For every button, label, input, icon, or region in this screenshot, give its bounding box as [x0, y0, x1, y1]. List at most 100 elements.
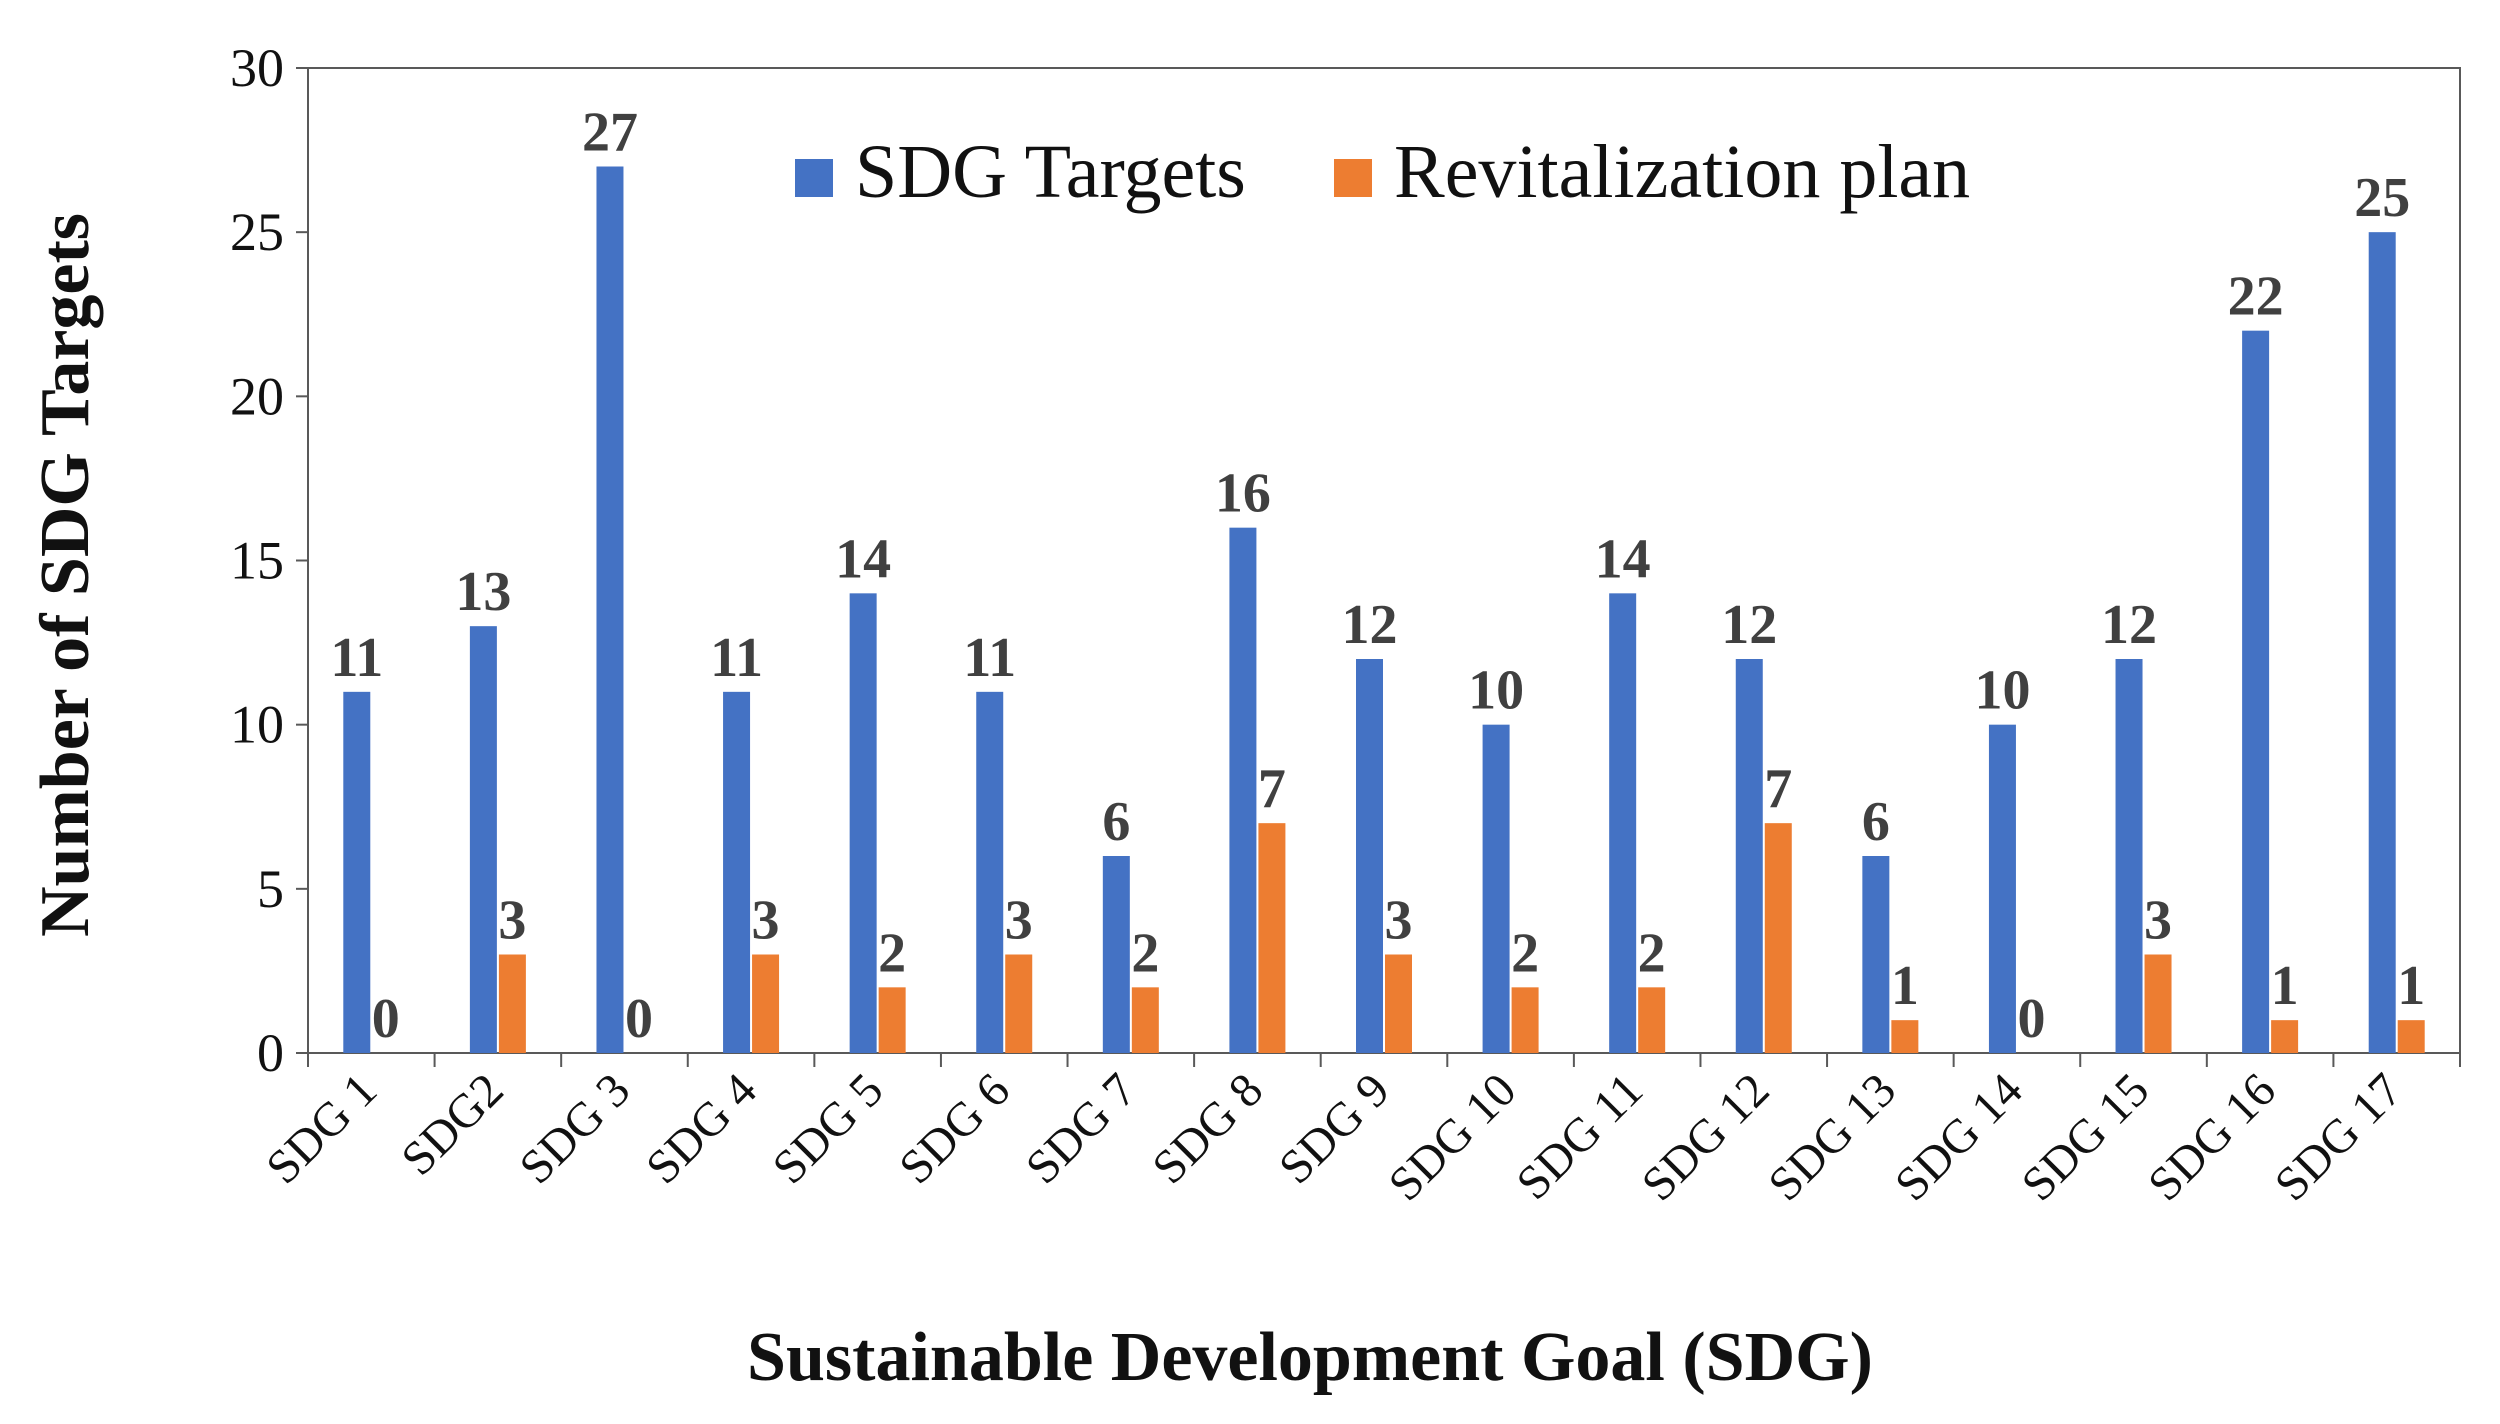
revitalization-value-label: 3	[498, 890, 526, 952]
x-tick-label: SDG2	[391, 1063, 513, 1185]
x-tick-label: SDG 17	[2265, 1063, 2413, 1211]
revitalization-value-label: 1	[1891, 955, 1919, 1017]
revitalization-value-label: 0	[372, 988, 400, 1050]
sdg-targets-value-label: 6	[1102, 791, 1130, 853]
sdg-targets-value-label: 16	[1215, 463, 1271, 525]
revitalization-bar	[878, 987, 906, 1053]
sdg-targets-value-label: 14	[1595, 528, 1651, 590]
x-axis-title: Sustainable Development Goal (SDG)	[747, 1319, 1873, 1396]
sdg-targets-bar	[469, 626, 497, 1053]
legend-swatch	[1334, 159, 1372, 197]
revitalization-value-label: 3	[2144, 890, 2172, 952]
revitalization-value-label: 3	[1385, 890, 1413, 952]
sdg-targets-value-label: 6	[1862, 791, 1890, 853]
revitalization-bar	[1258, 823, 1286, 1053]
x-tick-label: SDG 6	[889, 1063, 1020, 1194]
revitalization-value-label: 2	[1638, 922, 1666, 984]
revitalization-bar	[498, 954, 526, 1053]
revitalization-bar	[1638, 987, 1666, 1053]
revitalization-value-label: 1	[2271, 955, 2299, 1017]
revitalization-value-label: 2	[1131, 922, 1159, 984]
sdg-targets-bar	[1609, 593, 1637, 1053]
revitalization-bar	[1385, 954, 1412, 1053]
x-tick-label: SDG 15	[2012, 1063, 2160, 1211]
x-tick-label: SDG 14	[1885, 1063, 2033, 1211]
x-tick-label: SDG 7	[1016, 1063, 1147, 1194]
sdg-targets-bar	[1229, 527, 1257, 1053]
sdg-targets-bar	[1735, 659, 1763, 1053]
revitalization-value-label: 2	[1511, 922, 1539, 984]
x-tick-label: SDG 16	[2138, 1063, 2286, 1211]
revitalization-value-label: 7	[1764, 758, 1792, 820]
sdg-targets-bar	[976, 691, 1004, 1053]
sdg-targets-value-label: 11	[963, 627, 1016, 689]
y-tick-label: 25	[230, 202, 284, 262]
x-tick-label: SDG 12	[1632, 1063, 1780, 1211]
sdg-targets-bar	[1862, 856, 1890, 1053]
sdg-targets-bar	[849, 593, 877, 1053]
y-axis-title: Number of SDG Targets	[27, 213, 104, 937]
y-tick-label: 0	[257, 1023, 284, 1083]
sdg-targets-value-label: 12	[1721, 594, 1777, 656]
revitalization-value-label: 7	[1258, 758, 1286, 820]
x-tick-label: SDG 11	[1506, 1063, 1653, 1210]
x-tick-label: SDG 10	[1379, 1063, 1527, 1211]
revitalization-bar	[1891, 1020, 1919, 1053]
revitalization-bar	[1131, 987, 1159, 1053]
x-tick-label: SDG 13	[1758, 1063, 1906, 1211]
sdg-targets-bar	[1988, 724, 2016, 1053]
sdg-targets-value-label: 13	[455, 561, 511, 623]
revitalization-value-label: 1	[2397, 955, 2425, 1017]
y-tick-label: 5	[257, 859, 284, 919]
revitalization-bar	[1005, 954, 1033, 1053]
sdg-targets-bar	[2115, 659, 2143, 1053]
y-tick-label: 10	[230, 695, 284, 755]
sdg-targets-bar	[1356, 659, 1383, 1053]
revitalization-value-label: 3	[752, 890, 780, 952]
revitalization-bar	[2144, 954, 2172, 1053]
revitalization-value-label: 0	[625, 988, 653, 1050]
revitalization-value-label: 3	[1005, 890, 1033, 952]
sdg-targets-bar	[1482, 724, 1510, 1053]
sdg-targets-bar	[723, 691, 751, 1053]
y-axis-ticks: 0 5 10 15 20 25 30	[230, 38, 308, 1083]
sdg-targets-value-label: 12	[1342, 594, 1398, 656]
revitalization-bar	[1764, 823, 1792, 1053]
sdg-targets-bar	[343, 691, 371, 1053]
sdg-targets-value-label: 14	[835, 528, 891, 590]
legend-label: SDG Targets	[855, 130, 1246, 214]
revitalization-bar	[2271, 1020, 2299, 1053]
sdg-targets-value-label: 22	[2228, 266, 2284, 328]
legend: SDG Targets Revitalization plan	[795, 130, 1970, 214]
sdg-targets-value-label: 10	[1468, 660, 1524, 722]
legend-label: Revitalization plan	[1394, 130, 1970, 214]
sdg-targets-bar	[2242, 330, 2270, 1054]
sdg-targets-value-label: 12	[2101, 594, 2157, 656]
sdg-targets-value-label: 11	[330, 627, 383, 689]
legend-swatch	[795, 159, 833, 197]
data-labels: 1113271114116161210141261012222503032327…	[330, 102, 2425, 1051]
sdg-targets-bar	[1102, 856, 1130, 1053]
revitalization-value-label: 0	[2017, 988, 2045, 1050]
bars	[343, 166, 2425, 1054]
sdg-targets-bar	[596, 166, 624, 1053]
sdg-targets-value-label: 25	[2354, 167, 2410, 229]
sdg-targets-bar	[2368, 232, 2396, 1053]
revitalization-bar	[2397, 1020, 2425, 1053]
x-tick-label: SDG 8	[1142, 1063, 1273, 1194]
x-tick-label: SDG 5	[763, 1063, 894, 1194]
y-tick-label: 15	[230, 531, 284, 591]
y-tick-label: 30	[230, 38, 284, 98]
x-tick-label: SDG 3	[509, 1063, 640, 1194]
sdg-targets-value-label: 10	[1974, 660, 2030, 722]
y-tick-label: 20	[230, 366, 284, 426]
sdg-targets-value-label: 11	[710, 627, 763, 689]
revitalization-bar	[1511, 987, 1539, 1053]
revitalization-bar	[752, 954, 780, 1053]
x-tick-label: SDG 4	[636, 1063, 767, 1194]
sdg-targets-value-label: 27	[582, 102, 638, 164]
revitalization-value-label: 2	[878, 922, 906, 984]
